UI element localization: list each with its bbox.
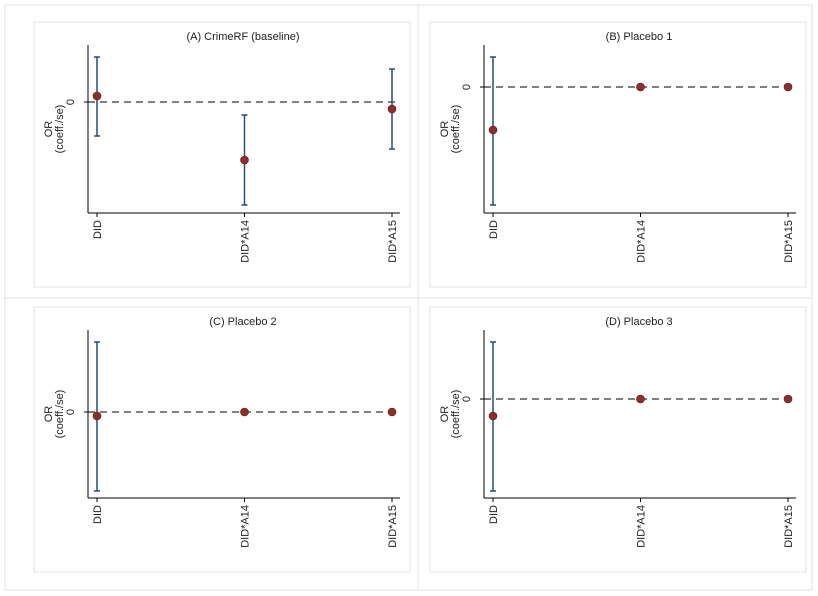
point	[783, 394, 793, 404]
y-tick-label: 0	[461, 396, 473, 402]
x-tick-label: DID*A14	[636, 220, 648, 263]
point	[240, 407, 249, 417]
panel: (C) Placebo 2 OR (coeff./se) 0 DID DID*A14 DID…	[33, 306, 411, 573]
y-axis-label: (coeff./se)	[450, 105, 462, 154]
panel-title: (A) CrimeRF (baseline)	[186, 31, 299, 43]
panel-box	[429, 306, 807, 573]
x-tick-label: DID*A14	[240, 505, 252, 548]
x-tick-label: DID	[92, 220, 104, 239]
y-axis-label: (coeff./se)	[54, 105, 66, 154]
point	[636, 82, 645, 92]
point	[783, 82, 793, 92]
point	[387, 104, 397, 114]
x-tick-label: DID*A15	[783, 505, 795, 548]
x-tick-label: DID*A15	[387, 505, 399, 548]
panel-box	[33, 21, 411, 288]
panel: (D) Placebo 3 OR (coeff./se) 0 DID DID*A14 DID…	[429, 306, 807, 573]
x-tick-label: DID*A15	[387, 220, 399, 263]
panel: (B) Placebo 1 OR (coeff./se) 0 DID DID*A14 DID…	[429, 21, 807, 288]
y-axis-label: OR	[43, 121, 55, 138]
x-tick-label: DID	[92, 505, 104, 524]
y-axis-label: OR	[43, 406, 55, 423]
panel-box	[33, 306, 411, 573]
point	[92, 91, 102, 101]
x-tick-label: DID	[488, 220, 500, 239]
point	[387, 407, 397, 417]
panel-title: (B) Placebo 1	[606, 31, 673, 43]
y-tick-label: 0	[461, 84, 473, 90]
y-tick-label: 0	[65, 409, 77, 415]
point	[488, 411, 498, 421]
x-tick-label: DID*A15	[783, 220, 795, 263]
point	[636, 394, 645, 404]
panel-title: (D) Placebo 3	[605, 316, 672, 328]
panel-title: (C) Placebo 2	[209, 316, 276, 328]
panel-box	[429, 21, 807, 288]
y-axis-label: (coeff./se)	[54, 390, 66, 439]
panel: (A) CrimeRF (baseline) OR (coeff./se)0 DID D…	[33, 21, 411, 288]
y-axis-label: (coeff./se)	[450, 390, 462, 439]
point	[240, 155, 249, 165]
y-axis-label: OR	[439, 121, 451, 138]
y-axis-label: OR	[439, 406, 451, 423]
x-tick-label: DID*A14	[636, 505, 648, 548]
point	[488, 125, 498, 135]
y-tick-label: 0	[65, 99, 77, 105]
x-tick-label: DID*A14	[240, 220, 252, 263]
x-tick-label: DID	[488, 505, 500, 524]
point	[92, 411, 102, 421]
